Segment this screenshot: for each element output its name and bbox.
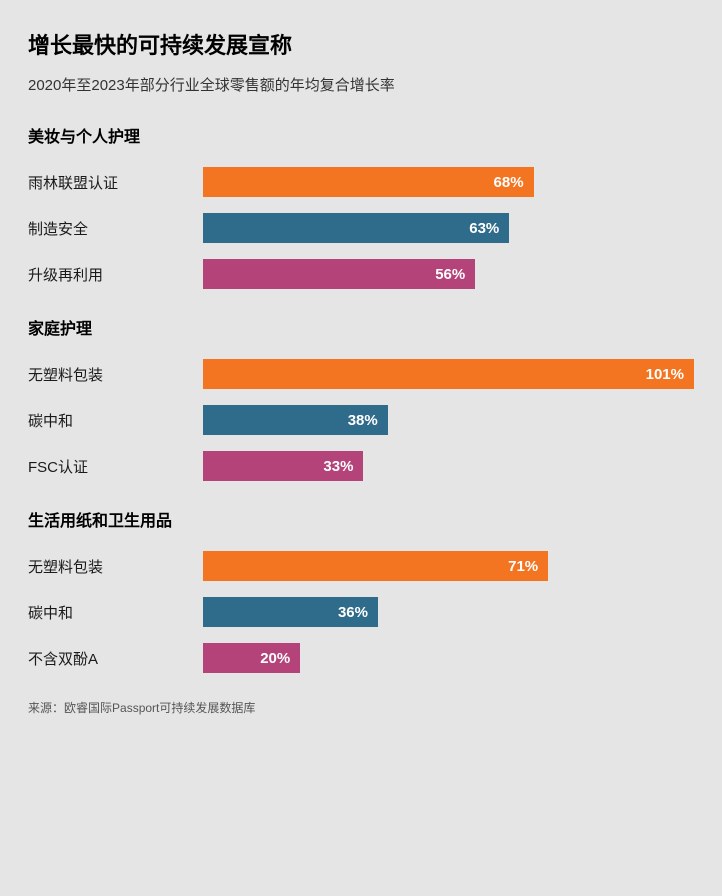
bar: 71% [203, 551, 548, 581]
bar-row: 升级再利用 56% [28, 259, 694, 289]
bar-value: 38% [348, 412, 378, 429]
page-subtitle: 2020年至2023年部分行业全球零售额的年均复合增长率 [28, 74, 694, 95]
bar: 68% [203, 167, 534, 197]
bar-label: 碳中和 [28, 410, 203, 431]
bar-track: 33% [203, 451, 694, 481]
bar: 38% [203, 405, 388, 435]
bar-row: 雨林联盟认证 68% [28, 167, 694, 197]
bar-value: 33% [323, 458, 353, 475]
bar-value: 56% [435, 266, 465, 283]
group-title: 生活用纸和卫生用品 [28, 507, 694, 531]
group-title: 家庭护理 [28, 315, 694, 339]
bar-row: 碳中和 36% [28, 597, 694, 627]
bar-label: 制造安全 [28, 218, 203, 239]
bar-track: 20% [203, 643, 694, 673]
bar: 63% [203, 213, 509, 243]
bar-value: 63% [469, 220, 499, 237]
source-note: 来源：欧睿国际Passport可持续发展数据库 [28, 699, 694, 716]
bar-row: 碳中和 38% [28, 405, 694, 435]
bar-chart: 美妆与个人护理雨林联盟认证 68% 制造安全 63% 升级再利用 56% 家庭护理无塑料包装… [28, 123, 694, 673]
bar-label: 不含双酚A [28, 648, 203, 669]
bar: 36% [203, 597, 378, 627]
bar-track: 101% [203, 359, 694, 389]
bar: 20% [203, 643, 300, 673]
bar-label: 升级再利用 [28, 264, 203, 285]
bar-track: 38% [203, 405, 694, 435]
chart-group: 生活用纸和卫生用品无塑料包装 71% 碳中和 36% 不含双酚A 20% [28, 507, 694, 673]
bar-value: 36% [338, 604, 368, 621]
bar-label: 雨林联盟认证 [28, 172, 203, 193]
page-title: 增长最快的可持续发展宣称 [28, 28, 694, 60]
bar-row: 不含双酚A 20% [28, 643, 694, 673]
bar-row: FSC认证 33% [28, 451, 694, 481]
bar-track: 36% [203, 597, 694, 627]
group-title: 美妆与个人护理 [28, 123, 694, 147]
bar-track: 68% [203, 167, 694, 197]
bar-value: 71% [508, 558, 538, 575]
bar-row: 无塑料包装 71% [28, 551, 694, 581]
source-prefix: 来源： [28, 701, 64, 715]
bar-track: 71% [203, 551, 694, 581]
bar-value: 101% [646, 366, 684, 383]
bar-value: 20% [260, 650, 290, 667]
bar-label: 无塑料包装 [28, 556, 203, 577]
bar-track: 56% [203, 259, 694, 289]
bar-value: 68% [494, 174, 524, 191]
chart-group: 家庭护理无塑料包装 101% 碳中和 38% FSC认证 33% [28, 315, 694, 481]
bar-row: 制造安全 63% [28, 213, 694, 243]
source-text: 欧睿国际Passport可持续发展数据库 [64, 701, 255, 715]
chart-group: 美妆与个人护理雨林联盟认证 68% 制造安全 63% 升级再利用 56% [28, 123, 694, 289]
bar-row: 无塑料包装 101% [28, 359, 694, 389]
bar-label: FSC认证 [28, 456, 203, 477]
bar: 56% [203, 259, 475, 289]
bar: 101% [203, 359, 694, 389]
bar-label: 碳中和 [28, 602, 203, 623]
bar-label: 无塑料包装 [28, 364, 203, 385]
bar-track: 63% [203, 213, 694, 243]
bar: 33% [203, 451, 363, 481]
